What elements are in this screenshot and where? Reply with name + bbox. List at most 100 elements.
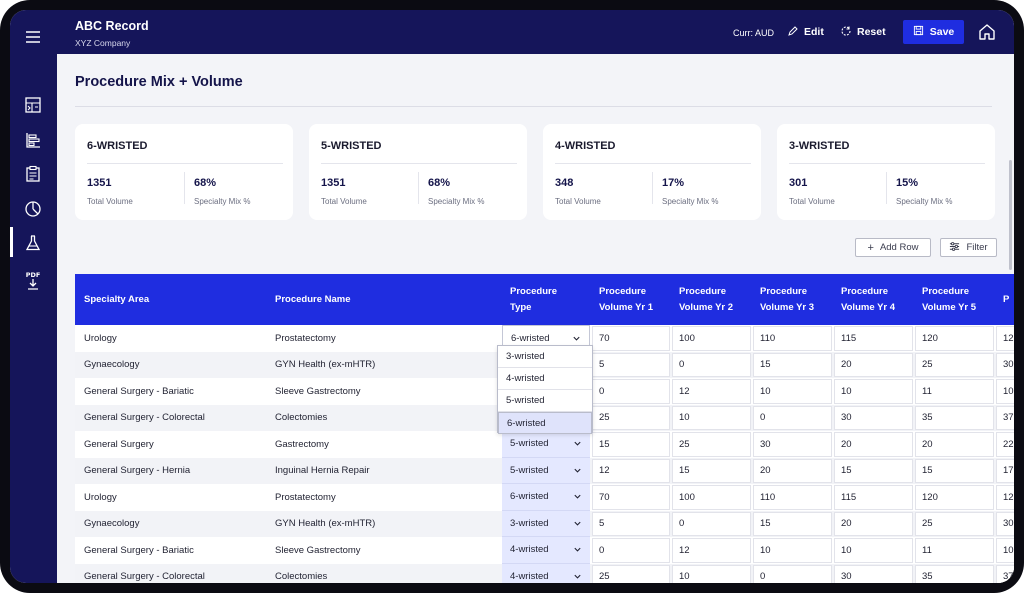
- card-title: 4-WRISTED: [555, 140, 616, 152]
- procedure-type-select[interactable]: 5-wristed: [502, 431, 590, 458]
- cell-volume-yr1[interactable]: 70: [592, 326, 670, 351]
- cell-volume-yr4[interactable]: 30: [834, 564, 913, 583]
- cell-volume-yr3[interactable]: 30: [753, 432, 832, 457]
- cell-volume-yr2[interactable]: 12: [672, 379, 751, 404]
- cell-volume-yr2[interactable]: 25: [672, 432, 751, 457]
- bar-chart-icon[interactable]: [22, 129, 44, 151]
- vertical-scrollbar[interactable]: [1009, 160, 1012, 270]
- cell-volume-yr1[interactable]: 15: [592, 432, 670, 457]
- cell-volume-yr2[interactable]: 100: [672, 485, 751, 510]
- cell-volume-yr6[interactable]: 10: [996, 379, 1014, 404]
- cell-volume-yr2[interactable]: 0: [672, 352, 751, 377]
- cell-volume-yr2[interactable]: 10: [672, 564, 751, 583]
- cell-volume-yr2[interactable]: 100: [672, 326, 751, 351]
- header-volume-yr4[interactable]: Procedure Volume Yr 4: [841, 285, 896, 313]
- procedure-type-select[interactable]: 3-wristed: [502, 510, 590, 537]
- cell-volume-yr4[interactable]: 115: [834, 326, 913, 351]
- cell-volume-yr3[interactable]: 20: [753, 458, 832, 483]
- header-volume-yr5[interactable]: Procedure Volume Yr 5: [922, 285, 977, 313]
- add-row-button[interactable]: + Add Row: [855, 238, 931, 257]
- cell-volume-yr4[interactable]: 10: [834, 538, 913, 563]
- pdf-download-icon[interactable]: PDF: [22, 268, 44, 294]
- table-row: General Surgery - Bariatic Sleeve Gastrec…: [75, 537, 1014, 564]
- cell-volume-yr4[interactable]: 20: [834, 511, 913, 536]
- cell-volume-yr2[interactable]: 15: [672, 458, 751, 483]
- procedure-type-select[interactable]: 6-wristed: [502, 484, 590, 511]
- header-volume-yr3[interactable]: Procedure Volume Yr 3: [760, 285, 815, 313]
- cell-volume-yr4[interactable]: 15: [834, 458, 913, 483]
- reset-icon: [840, 25, 852, 40]
- filter-button[interactable]: Filter: [940, 238, 997, 257]
- cell-volume-yr5[interactable]: 11: [915, 379, 994, 404]
- cell-volume-yr2[interactable]: 12: [672, 538, 751, 563]
- cell-volume-yr1[interactable]: 0: [592, 379, 670, 404]
- cell-volume-yr1[interactable]: 5: [592, 352, 670, 377]
- cell-volume-yr1[interactable]: 70: [592, 485, 670, 510]
- cell-volume-yr5[interactable]: 35: [915, 564, 994, 583]
- cell-volume-yr6[interactable]: 37: [996, 405, 1014, 430]
- procedure-type-select[interactable]: 4-wristed: [502, 537, 590, 564]
- dropdown-option-4-wristed[interactable]: 4-wristed: [498, 368, 592, 390]
- cell-volume-yr1[interactable]: 5: [592, 511, 670, 536]
- cell-volume-yr4[interactable]: 20: [834, 432, 913, 457]
- cell-volume-yr6[interactable]: 22: [996, 432, 1014, 457]
- header-procedure-type[interactable]: Procedure Type: [510, 285, 557, 313]
- cell-volume-yr4[interactable]: 115: [834, 485, 913, 510]
- cell-volume-yr5[interactable]: 25: [915, 352, 994, 377]
- save-button[interactable]: Save: [903, 20, 964, 44]
- header-specialty-area[interactable]: Specialty Area: [84, 293, 150, 305]
- cell-volume-yr6[interactable]: 30: [996, 511, 1014, 536]
- cell-volume-yr2[interactable]: 0: [672, 511, 751, 536]
- flask-icon[interactable]: [22, 232, 44, 254]
- cell-volume-yr6[interactable]: 12: [996, 485, 1014, 510]
- cell-volume-yr1[interactable]: 25: [592, 564, 670, 583]
- cell-volume-yr3[interactable]: 110: [753, 485, 832, 510]
- cell-volume-yr1[interactable]: 0: [592, 538, 670, 563]
- header-volume-yr6[interactable]: P: [1003, 293, 1010, 305]
- edit-button[interactable]: Edit: [787, 24, 824, 40]
- dropdown-option-3-wristed[interactable]: 3-wristed: [498, 346, 592, 368]
- cell-volume-yr3[interactable]: 0: [753, 564, 832, 583]
- procedure-type-select[interactable]: 4-wristed: [502, 563, 590, 583]
- cell-volume-yr5[interactable]: 120: [915, 326, 994, 351]
- dropdown-option-5-wristed[interactable]: 5-wristed: [498, 390, 592, 412]
- cell-volume-yr5[interactable]: 20: [915, 432, 994, 457]
- cell-volume-yr5[interactable]: 120: [915, 485, 994, 510]
- cell-volume-yr4[interactable]: 10: [834, 379, 913, 404]
- cell-volume-yr3[interactable]: 15: [753, 352, 832, 377]
- cell-volume-yr6[interactable]: 10: [996, 538, 1014, 563]
- cell-volume-yr3[interactable]: 110: [753, 326, 832, 351]
- cell-volume-yr5[interactable]: 15: [915, 458, 994, 483]
- dashboard-icon[interactable]: [22, 94, 44, 116]
- cell-volume-yr4[interactable]: 30: [834, 405, 913, 430]
- reset-button[interactable]: Reset: [840, 24, 886, 40]
- cell-volume-yr3[interactable]: 10: [753, 538, 832, 563]
- home-icon[interactable]: [977, 22, 997, 42]
- cell-volume-yr3[interactable]: 10: [753, 379, 832, 404]
- cell-procedure-name: Colectomies: [275, 412, 328, 424]
- clipboard-icon[interactable]: [22, 163, 44, 185]
- menu-icon[interactable]: [22, 26, 44, 48]
- dropdown-option-6-wristed[interactable]: 6-wristed: [498, 412, 592, 434]
- cell-procedure-name: GYN Health (ex-mHTR): [275, 359, 376, 371]
- cell-volume-yr6[interactable]: 37: [996, 564, 1014, 583]
- cell-volume-yr3[interactable]: 15: [753, 511, 832, 536]
- total-volume-value: 348: [555, 177, 574, 189]
- procedure-type-select[interactable]: 5-wristed: [502, 457, 590, 484]
- cell-volume-yr6[interactable]: 30: [996, 352, 1014, 377]
- cell-volume-yr5[interactable]: 11: [915, 538, 994, 563]
- cell-volume-yr5[interactable]: 35: [915, 405, 994, 430]
- cell-volume-yr3[interactable]: 0: [753, 405, 832, 430]
- cell-volume-yr1[interactable]: 25: [592, 405, 670, 430]
- cell-procedure-name: Colectomies: [275, 571, 328, 583]
- cell-volume-yr6[interactable]: 12: [996, 326, 1014, 351]
- cell-volume-yr1[interactable]: 12: [592, 458, 670, 483]
- cell-volume-yr5[interactable]: 25: [915, 511, 994, 536]
- cell-volume-yr6[interactable]: 17: [996, 458, 1014, 483]
- header-volume-yr1[interactable]: Procedure Volume Yr 1: [599, 285, 654, 313]
- header-procedure-name[interactable]: Procedure Name: [275, 293, 351, 305]
- header-volume-yr2[interactable]: Procedure Volume Yr 2: [679, 285, 734, 313]
- cell-volume-yr2[interactable]: 10: [672, 405, 751, 430]
- pie-chart-icon[interactable]: [22, 198, 44, 220]
- cell-volume-yr4[interactable]: 20: [834, 352, 913, 377]
